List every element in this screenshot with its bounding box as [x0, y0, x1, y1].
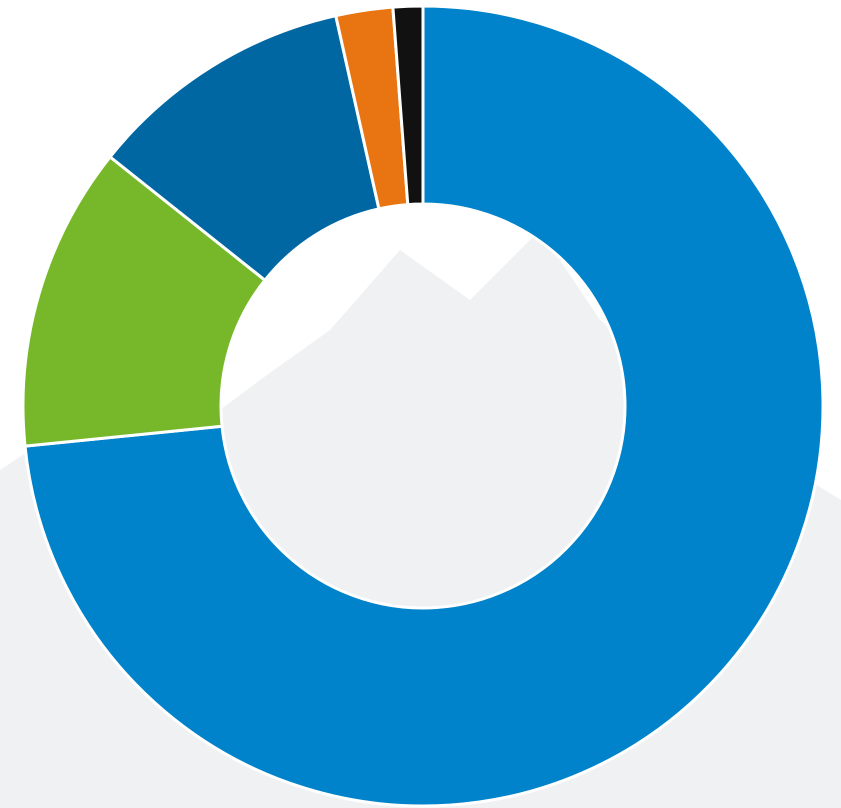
- page: (() => { const data = JSON.parse(documen…: [0, 0, 841, 808]
- chart: [0, 0, 841, 808]
